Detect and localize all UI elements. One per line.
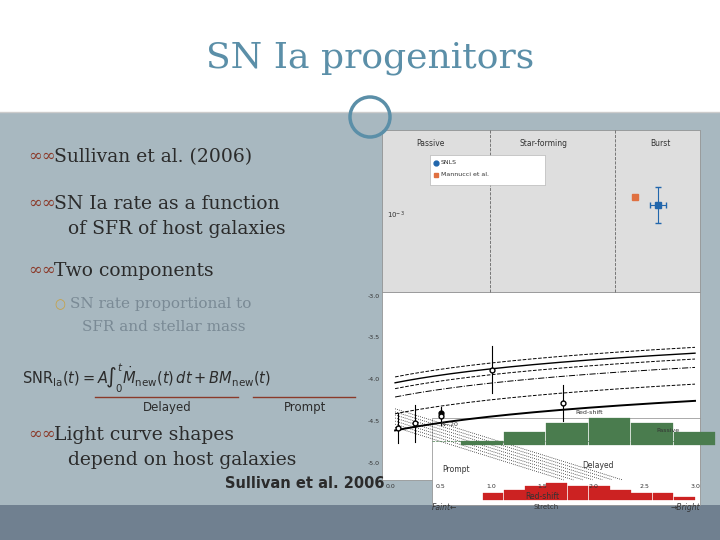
Bar [589,486,610,500]
Bar [0,112,720,505]
Text: Prompt: Prompt [284,401,326,414]
Text: -5.0: -5.0 [368,461,380,466]
Text: ∞∞: ∞∞ [28,262,55,279]
Bar [0,0,720,112]
Bar [567,486,588,500]
Bar [0,505,720,540]
Text: -4.0: -4.0 [368,377,380,382]
Text: $10^{-3}$: $10^{-3}$ [387,210,405,221]
Bar [674,496,695,500]
Text: of SFR of host galaxies: of SFR of host galaxies [68,220,286,238]
Bar [674,431,715,445]
Bar [504,431,545,445]
Bar [589,418,630,445]
Text: ○: ○ [54,298,65,311]
Text: Burst: Burst [650,138,670,147]
Text: Delayed: Delayed [582,461,614,470]
Text: 2.0: 2.0 [588,484,598,489]
Bar [462,441,503,445]
Text: Delayed: Delayed [143,401,192,414]
Text: -3.5: -3.5 [368,335,380,340]
Bar [504,489,524,500]
Text: SN Ia progenitors: SN Ia progenitors [206,41,534,75]
Text: Passive: Passive [657,428,680,433]
Bar [482,493,503,500]
Bar [430,155,545,185]
Text: 0.0: 0.0 [385,484,395,489]
Text: ∞∞: ∞∞ [28,426,55,443]
Text: SN rate proportional to: SN rate proportional to [70,297,251,311]
Text: Passive: Passive [416,138,444,147]
Bar [610,489,631,500]
Text: depend on host galaxies: depend on host galaxies [68,451,297,469]
Text: ∞∞: ∞∞ [28,148,55,165]
Text: -4.5: -4.5 [368,419,380,424]
Text: SFR and stellar mass: SFR and stellar mass [82,320,246,334]
Text: -3.0: -3.0 [368,294,380,299]
Text: Light curve shapes: Light curve shapes [54,426,234,444]
Text: 1.0: 1.0 [487,484,497,489]
Text: SN Ia rate as a function: SN Ia rate as a function [54,195,279,213]
Bar [631,493,652,500]
Text: Sullivan et al. (2006): Sullivan et al. (2006) [54,148,252,166]
Text: ∞∞: ∞∞ [28,195,55,212]
Text: 1.5: 1.5 [538,484,547,489]
Text: 0.5: 0.5 [436,484,446,489]
Bar [546,422,588,445]
Text: Faint←: Faint← [432,503,457,511]
Text: N~20: N~20 [440,422,458,428]
Text: Red-shift: Red-shift [526,492,559,501]
Text: $\mathrm{SNR_{Ia}}(t) = A\!\int_0^t \dot{M}_\mathrm{new}(t)\,dt + BM_\mathrm{new: $\mathrm{SNR_{Ia}}(t) = A\!\int_0^t \dot… [22,362,271,395]
Bar [382,292,700,480]
Text: Red-shift: Red-shift [575,409,603,415]
Text: Sullivan et al. 2006: Sullivan et al. 2006 [225,476,384,490]
Text: →Bright: →Bright [670,503,700,511]
Text: 3.0: 3.0 [690,484,700,489]
Text: Prompt: Prompt [442,465,470,475]
Bar [631,422,672,445]
Bar [546,483,567,500]
Text: SNLS: SNLS [441,160,457,165]
Bar [652,493,673,500]
Text: Mannucci et al.: Mannucci et al. [441,172,489,178]
Text: Two components: Two components [54,262,214,280]
Text: 2.5: 2.5 [639,484,649,489]
Bar [432,418,700,505]
Bar [382,130,700,292]
Text: Star-forming: Star-forming [519,138,567,147]
Text: Stretch: Stretch [534,504,559,510]
Bar [525,486,546,500]
